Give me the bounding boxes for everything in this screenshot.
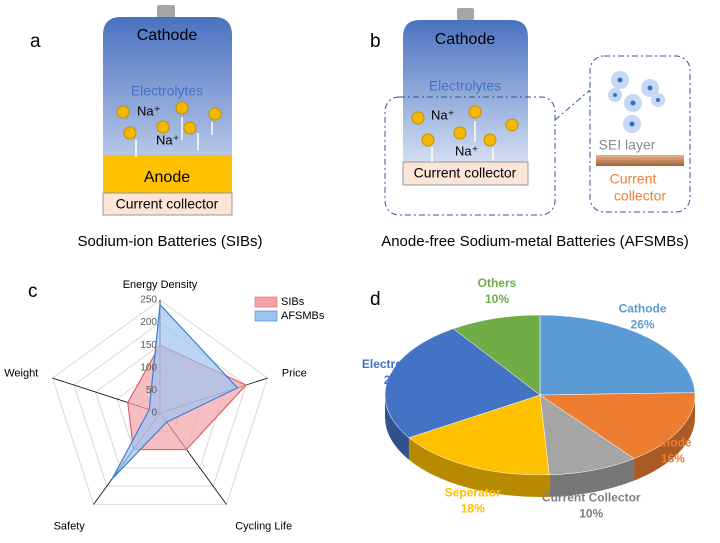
slice-side — [408, 437, 550, 497]
grid-ring — [73, 321, 247, 487]
slice-side — [549, 458, 635, 497]
value-label: 16% — [661, 452, 685, 466]
slice-side — [385, 395, 409, 460]
cathode-label: Cathode — [137, 27, 198, 44]
slice — [539, 394, 635, 476]
value-label: 26% — [384, 373, 408, 387]
slice — [539, 314, 696, 396]
slice-label: Cathode — [619, 302, 667, 316]
panel-label: c — [28, 281, 38, 302]
axis-label: Cycling Life — [235, 520, 292, 532]
ion-label: Na⁺ — [431, 107, 454, 122]
r-tick-label: 150 — [140, 340, 157, 351]
slice — [452, 314, 541, 396]
arrows — [431, 121, 494, 162]
electrolytes-label: Electrolytes — [429, 78, 501, 94]
slice-label: Anode — [654, 436, 692, 450]
slice-label: Others — [478, 276, 517, 290]
slice — [408, 394, 550, 476]
battery-cap — [457, 8, 474, 20]
slice-label: Seperator — [445, 485, 501, 499]
zoom-line — [554, 89, 591, 121]
ions — [116, 101, 222, 140]
electrolytes-label: Electrolytes — [131, 83, 203, 99]
value-label: 18% — [461, 501, 485, 515]
value-label: 26% — [631, 318, 655, 332]
ion-label: Na⁺ — [455, 143, 478, 158]
arrows — [135, 117, 213, 157]
r-tick-label: 250 — [140, 295, 157, 306]
collector-label: Current collector — [116, 196, 219, 212]
slice — [384, 328, 541, 438]
ions — [411, 105, 519, 147]
r-tick-label: 200 — [140, 317, 157, 328]
r-tick-label: 0 — [151, 408, 157, 419]
anode — [103, 155, 232, 193]
sei-particles — [608, 71, 665, 133]
grid-ring — [51, 299, 269, 505]
cathode-label: Cathode — [435, 31, 496, 48]
radar-area — [111, 303, 239, 480]
value-label: 10% — [485, 292, 509, 306]
r-tick-label: 50 — [146, 385, 158, 396]
cathode-electrolyte — [403, 20, 528, 162]
battery-cap — [157, 5, 175, 18]
axis-label: Weight — [4, 367, 38, 379]
charts: c Energy Density Price Cycling Life Safety We… — [4, 276, 696, 532]
slice — [539, 392, 696, 459]
anode-label: Anode — [144, 169, 190, 186]
current-collector — [102, 192, 233, 216]
panel-b: b Cathode Electrolytes Na⁺ Na⁺ Current c… — [370, 8, 691, 250]
collector-label: Current collector — [414, 165, 517, 181]
inset-box — [589, 55, 691, 213]
slice-label: Current Collector — [542, 490, 641, 504]
zoom-box — [384, 96, 556, 216]
caption: Sodium-ion Batteries (SIBs) — [77, 233, 262, 250]
panel-a: a Cathode Electrolytes Na⁺ Na⁺ Anode Cur… — [30, 5, 263, 250]
legend-swatch — [254, 296, 278, 308]
axis-label: Safety — [54, 520, 86, 532]
panel-label: b — [370, 31, 381, 52]
copper-layer — [596, 155, 684, 166]
value-label: 10% — [579, 506, 603, 520]
collector-label: collector — [614, 188, 666, 204]
caption: Anode-free Sodium-metal Batteries (AFSMB… — [381, 233, 689, 250]
ion-label: Na⁺ — [156, 132, 179, 147]
ion-label: Na⁺ — [137, 103, 160, 118]
current-collector — [402, 161, 529, 186]
axis-label: Price — [282, 367, 307, 379]
slice-side — [634, 395, 695, 481]
legend-label: AFSMBs — [281, 310, 325, 322]
panel-label: d — [370, 289, 381, 310]
sei-label: SEI layer — [599, 137, 656, 153]
legend-label: SIBs — [281, 296, 305, 308]
slice-label: Electrolytes — [362, 357, 430, 371]
r-tick-label: 100 — [140, 362, 157, 373]
legend-swatch — [254, 310, 278, 322]
collector-label: Current — [610, 171, 657, 187]
panel-label: a — [30, 31, 41, 52]
axis-label: Energy Density — [123, 279, 198, 291]
